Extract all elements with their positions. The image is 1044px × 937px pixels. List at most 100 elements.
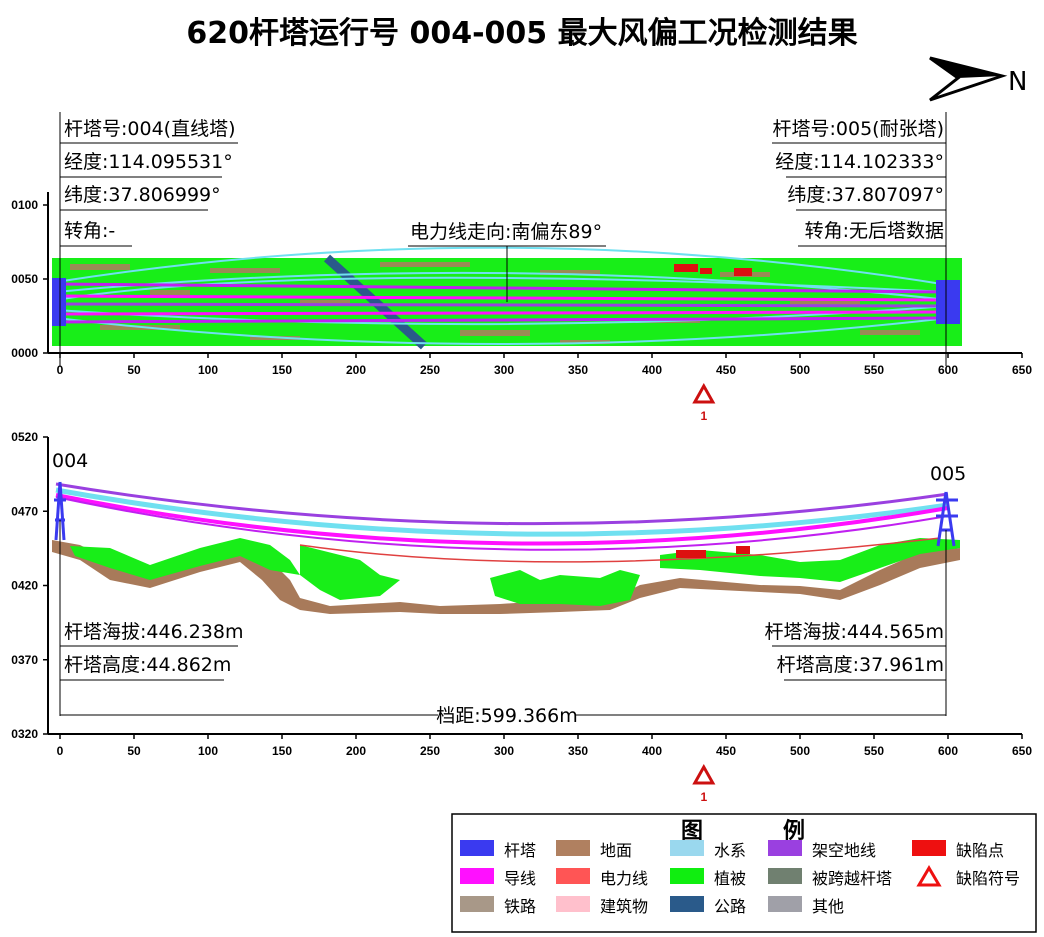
defect-symbol-icon bbox=[916, 865, 942, 887]
defect-number-top: 1 bbox=[700, 409, 707, 423]
legend-swatch bbox=[912, 840, 946, 856]
y-tick-label: 0520 bbox=[11, 430, 38, 444]
top-view-y-ticks: 0100 0050 0000 bbox=[11, 198, 48, 360]
legend-item: 缺陷点 bbox=[912, 840, 1004, 860]
legend-label: 缺陷点 bbox=[956, 841, 1004, 860]
profile-y-ticks: 0520 0470 0420 0370 0320 bbox=[11, 430, 48, 741]
road-segment bbox=[323, 254, 428, 350]
legend-label: 架空地线 bbox=[812, 841, 876, 860]
tower-005-number: 杆塔号:005(耐张塔) bbox=[773, 118, 945, 140]
legend-label: 公路 bbox=[714, 897, 746, 916]
legend-label: 缺陷符号 bbox=[956, 869, 1020, 888]
legend-label: 导线 bbox=[504, 869, 536, 888]
x-tick-label: 350 bbox=[568, 363, 588, 377]
terrain-ground bbox=[52, 540, 960, 614]
legend-label: 杆塔 bbox=[504, 841, 536, 860]
profile-x-ticks: 0 50 100 150 200 250 300 350 400 450 500 550 600 650 bbox=[57, 734, 1032, 758]
legend-item: 杆塔 bbox=[460, 840, 536, 860]
tower-005-profile bbox=[936, 491, 958, 547]
x-tick-label: 200 bbox=[346, 363, 366, 377]
defect-spots-profile bbox=[676, 546, 750, 558]
x-tick-label: 100 bbox=[198, 363, 218, 377]
legend-swatch bbox=[556, 868, 590, 884]
legend-label: 植被 bbox=[714, 869, 746, 888]
y-tick-label: 0470 bbox=[11, 504, 38, 518]
north-label: N bbox=[1008, 67, 1027, 97]
tower-004-angle: 转角:- bbox=[64, 220, 115, 242]
tower-005-info: 杆塔号:005(耐张塔) 经度:114.102333° 纬度:37.807097… bbox=[772, 112, 947, 366]
tower-004-latitude: 纬度:37.806999° bbox=[64, 184, 221, 206]
legend-swatch bbox=[460, 840, 494, 856]
legend-label: 被跨越杆塔 bbox=[812, 869, 892, 888]
x-tick-label: 600 bbox=[938, 363, 958, 377]
defect-marker-profile: 1 bbox=[692, 763, 716, 804]
legend-swatch bbox=[670, 840, 704, 856]
line-direction: 电力线走向:南偏东89° bbox=[408, 221, 606, 302]
legend-swatch bbox=[768, 840, 802, 856]
x-tick-label: 400 bbox=[642, 363, 662, 377]
x-tick-label: 300 bbox=[494, 363, 514, 377]
tower-004-height: 杆塔高度:44.862m bbox=[64, 654, 231, 676]
x-tick-label: 200 bbox=[346, 744, 366, 758]
tower-004-longitude: 经度:114.095531° bbox=[64, 151, 233, 173]
legend-swatch bbox=[768, 868, 802, 884]
tower-005-id: 005 bbox=[930, 463, 966, 485]
x-tick-label: 250 bbox=[420, 744, 440, 758]
legend-item: 公路 bbox=[670, 896, 746, 916]
y-tick-label: 0420 bbox=[11, 579, 38, 593]
terrain-vegetation bbox=[70, 538, 960, 606]
tower-004-info: 杆塔号:004(直线塔) 经度:114.095531° 纬度:37.806999… bbox=[59, 112, 238, 366]
tower-004-id: 004 bbox=[52, 450, 88, 472]
legend-swatch bbox=[556, 896, 590, 912]
tower-005-height: 杆塔高度:37.961m bbox=[777, 654, 944, 676]
x-tick-label: 500 bbox=[790, 744, 810, 758]
y-tick-label: 0320 bbox=[11, 727, 38, 741]
tower-004-plan bbox=[52, 278, 66, 326]
x-tick-label: 50 bbox=[127, 744, 141, 758]
legend-swatch bbox=[670, 868, 704, 884]
x-tick-label: 300 bbox=[494, 744, 514, 758]
legend-swatch bbox=[768, 896, 802, 912]
legend-item: 建筑物 bbox=[556, 896, 648, 916]
legend-swatch bbox=[460, 896, 494, 912]
legend-item: 地面 bbox=[556, 840, 632, 860]
legend-label: 其他 bbox=[812, 897, 844, 916]
page-title: 620杆塔运行号 004-005 最大风偏工况检测结果 bbox=[186, 16, 858, 51]
x-tick-label: 550 bbox=[864, 744, 884, 758]
profile-lines bbox=[55, 482, 949, 563]
x-tick-label: 600 bbox=[938, 744, 958, 758]
legend-swatch bbox=[460, 868, 494, 884]
x-tick-label: 0 bbox=[57, 363, 64, 377]
legend-item: 架空地线 bbox=[768, 840, 876, 860]
x-tick-label: 550 bbox=[864, 363, 884, 377]
x-tick-label: 500 bbox=[790, 363, 810, 377]
x-tick-label: 650 bbox=[1012, 744, 1032, 758]
top-view-plan: 0100 0050 0000 0 50 100 150 200 250 300 350 400 450… bbox=[11, 112, 1032, 423]
legend-item: 铁路 bbox=[460, 896, 536, 916]
line-direction-label: 电力线走向:南偏东89° bbox=[410, 221, 602, 243]
tower-005-altitude: 杆塔海拔:444.565m bbox=[765, 621, 944, 643]
x-tick-label: 100 bbox=[198, 744, 218, 758]
legend-item: 水系 bbox=[670, 840, 746, 860]
x-tick-label: 150 bbox=[272, 363, 292, 377]
defect-marker-top: 1 bbox=[692, 382, 716, 423]
x-tick-label: 650 bbox=[1012, 363, 1032, 377]
x-tick-label: 450 bbox=[716, 744, 736, 758]
legend-item: 电力线 bbox=[556, 868, 648, 888]
defect-spots-top bbox=[674, 264, 752, 276]
y-tick-label: 0000 bbox=[11, 346, 38, 360]
tower-005-angle: 转角:无后塔数据 bbox=[805, 220, 944, 242]
legend-label: 电力线 bbox=[600, 869, 648, 888]
legend-title-left: 图 bbox=[681, 819, 703, 844]
tower-004-number: 杆塔号:004(直线塔) bbox=[64, 118, 236, 140]
wind-swing-curves bbox=[55, 246, 949, 345]
tower-005-latitude: 纬度:37.807097° bbox=[787, 184, 944, 206]
x-tick-label: 50 bbox=[127, 363, 141, 377]
conductor-lines-top bbox=[55, 282, 949, 324]
legend-label: 地面 bbox=[600, 841, 632, 860]
tower-005-plan bbox=[936, 280, 960, 324]
x-tick-label: 450 bbox=[716, 363, 736, 377]
legend-label: 水系 bbox=[714, 841, 746, 860]
legend-item: 缺陷符号 bbox=[916, 865, 1020, 888]
